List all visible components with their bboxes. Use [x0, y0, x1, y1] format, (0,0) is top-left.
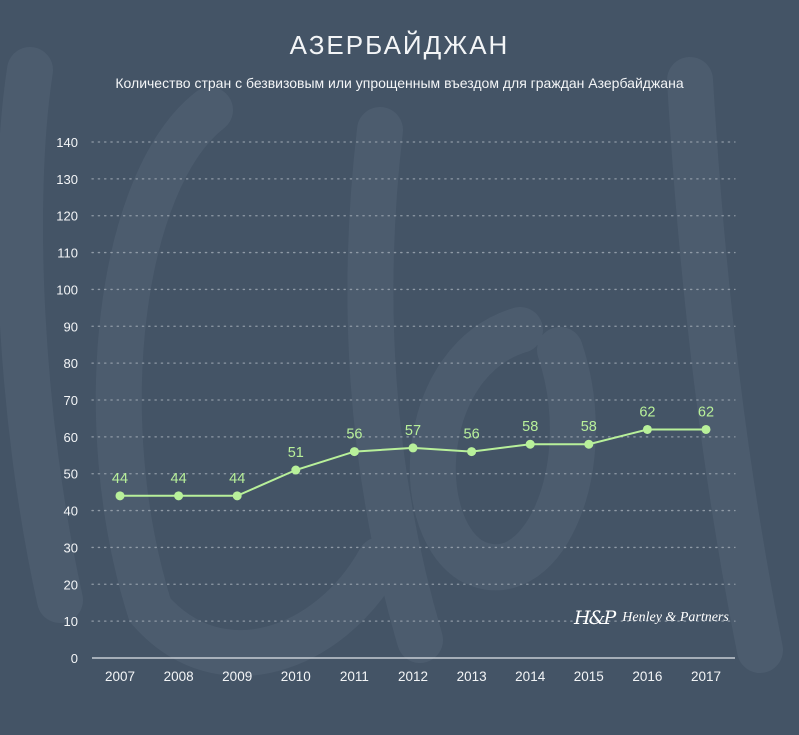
data-label: 44 — [229, 471, 245, 487]
x-tick-label: 2015 — [574, 669, 604, 684]
x-axis-ticks: 2007 2008 2009 2010 2011 2012 2013 2014 2015 2016… — [105, 669, 721, 684]
data-point — [174, 491, 184, 501]
y-tick-label: 80 — [64, 356, 78, 371]
data-point — [232, 491, 242, 501]
data-label: 58 — [581, 419, 597, 435]
x-tick-label: 2013 — [457, 669, 487, 684]
x-tick-label: 2012 — [398, 669, 428, 684]
data-point — [525, 439, 535, 449]
data-label: 56 — [346, 427, 362, 443]
y-tick-label: 100 — [56, 282, 78, 297]
series-line — [120, 428, 706, 497]
y-tick-label: 30 — [64, 540, 78, 555]
data-point — [408, 443, 418, 453]
y-tick-label: 120 — [56, 209, 78, 224]
y-tick-label: 140 — [56, 135, 78, 150]
y-axis-ticks: 0 10 20 30 40 50 60 70 80 90 100 110 120 130 140 — [56, 135, 78, 666]
data-label: 44 — [112, 471, 128, 487]
data-point — [115, 491, 125, 501]
data-point — [584, 439, 594, 449]
data-label: 62 — [698, 404, 714, 420]
logo-text: Henley & Partners — [622, 610, 729, 625]
y-tick-label: 110 — [57, 246, 78, 261]
data-label: 62 — [639, 404, 655, 420]
grid-lines — [91, 141, 736, 622]
data-point — [642, 424, 652, 434]
y-tick-label: 20 — [64, 577, 78, 592]
x-tick-label: 2007 — [105, 669, 135, 684]
data-label: 51 — [288, 445, 304, 461]
y-tick-label: 0 — [71, 651, 78, 666]
data-label: 56 — [464, 427, 480, 443]
x-tick-label: 2014 — [515, 669, 546, 684]
y-tick-label: 50 — [64, 467, 78, 482]
x-tick-label: 2011 — [340, 669, 369, 684]
y-tick-label: 10 — [64, 614, 78, 629]
data-label: 57 — [405, 423, 421, 439]
chart-title: АЗЕРБАЙДЖАН — [289, 30, 510, 60]
y-tick-label: 60 — [64, 430, 78, 445]
data-labels: 44 44 44 51 56 57 56 58 58 62 62 — [112, 404, 714, 486]
y-tick-label: 70 — [64, 393, 78, 408]
x-tick-label: 2008 — [164, 669, 194, 684]
y-tick-label: 40 — [64, 504, 78, 519]
henley-partners-logo: H&P Henley & Partners — [574, 604, 729, 632]
x-tick-label: 2017 — [691, 669, 721, 684]
data-points — [115, 424, 711, 501]
data-point — [349, 447, 359, 457]
data-label: 44 — [171, 471, 187, 487]
data-point — [467, 447, 477, 457]
y-tick-label: 130 — [56, 172, 78, 187]
data-point — [291, 465, 301, 475]
data-point — [701, 424, 711, 434]
chart-subtitle: Количество стран с безвизовым или упроще… — [115, 75, 684, 91]
data-label: 58 — [522, 419, 538, 435]
x-tick-label: 2009 — [222, 669, 252, 684]
y-tick-label: 90 — [64, 319, 78, 334]
x-tick-label: 2016 — [632, 669, 662, 684]
logo-mark: H&P — [574, 607, 616, 629]
x-tick-label: 2010 — [281, 669, 311, 684]
